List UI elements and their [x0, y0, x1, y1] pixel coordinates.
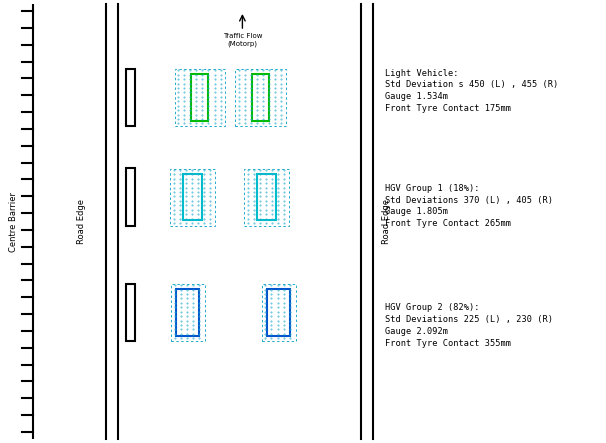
Bar	[126, 284, 135, 341]
Text: HGV Group 2 (82%):
Std Deviations 225 (L) , 230 (R)
Gauge 2.092m
Front Tyre Cont: HGV Group 2 (82%): Std Deviations 225 (L…	[385, 303, 553, 348]
Bar	[262, 284, 296, 341]
Text: Traffic Flow
(Motorp): Traffic Flow (Motorp)	[222, 33, 262, 47]
Text: Centre Barrier: Centre Barrier	[9, 191, 18, 252]
Text: Light Vehicle:
Std Deviation s 450 (L) , 455 (R)
Gauge 1.534m
Front Tyre Contact: Light Vehicle: Std Deviation s 450 (L) ,…	[385, 69, 558, 113]
Bar	[176, 289, 199, 336]
Bar	[170, 168, 215, 226]
Bar	[267, 289, 290, 336]
Text: Road Edge: Road Edge	[78, 199, 86, 244]
Bar	[191, 74, 208, 120]
Bar	[183, 174, 202, 221]
Bar	[126, 69, 135, 126]
Bar	[244, 168, 289, 226]
Bar	[235, 69, 286, 126]
Bar	[126, 168, 135, 226]
Bar	[171, 284, 205, 341]
Text: Road Edge: Road Edge	[382, 199, 391, 244]
Bar	[252, 74, 269, 120]
Text: HGV Group 1 (18%):
Std Deviations 370 (L) , 405 (R)
Gauge 1.805m
Front Tyre Cont: HGV Group 1 (18%): Std Deviations 370 (L…	[385, 184, 553, 228]
Bar	[257, 174, 276, 221]
Bar	[175, 69, 225, 126]
